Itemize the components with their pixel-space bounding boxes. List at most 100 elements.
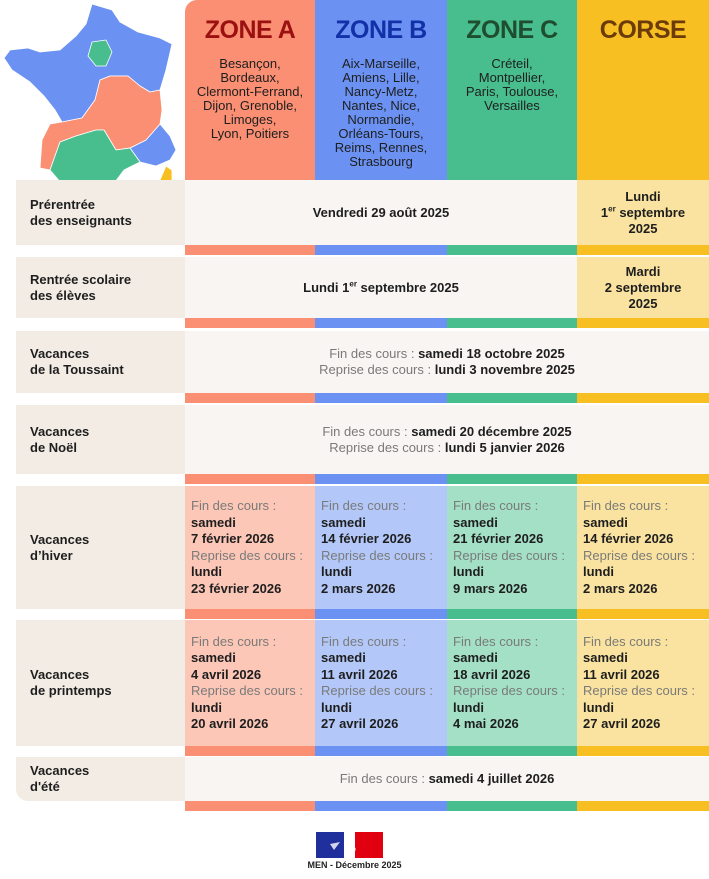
zone-stripe-b (315, 318, 447, 328)
row-label-line: Vacances (30, 423, 90, 439)
zone-stripe-corse (577, 801, 709, 811)
date-cell-all-zones: Fin des cours : samedi 20 décembre 2025 R… (185, 405, 709, 474)
academy-name: Reims, Rennes, (334, 140, 428, 155)
row-label: Rentrée scolaire des élèves (16, 257, 185, 318)
academy-name: Clermont-Ferrand, (196, 84, 304, 99)
zone-stripe-b (315, 393, 447, 403)
row-label: Vacances de la Toussaint (16, 331, 185, 393)
date-line: 14 février 2026 (321, 531, 412, 546)
date-line: Fin des cours : (583, 498, 669, 513)
row-label-line: de la Toussaint (30, 362, 124, 377)
date-text: 1er septembre (600, 204, 686, 220)
academy-name: Lyon, Poitiers (210, 126, 290, 141)
academy-name: Nantes, Nice, (341, 98, 421, 113)
date-line: Fin des cours : (583, 633, 669, 649)
date-line: 4 avril 2026 (191, 666, 262, 682)
zone-stripe-a (185, 474, 315, 484)
date-key: Reprise des cours : (329, 439, 445, 455)
date-value: samedi 18 octobre 2025 (418, 346, 565, 361)
france-map (0, 0, 185, 200)
row-label: Vacances d'été (16, 757, 185, 801)
row-label: Vacances de printemps (16, 620, 185, 746)
date-line: Fin des cours : (191, 633, 277, 649)
academy-name: Bordeaux, (220, 70, 280, 85)
date-key: Fin des cours : (329, 346, 419, 361)
zone-stripe-a (185, 746, 315, 756)
row-label-line: Rentrée scolaire (30, 271, 132, 287)
zone-stripe-corse (577, 609, 709, 619)
date-line: samedi (583, 650, 628, 665)
zone-title: ZONE A (204, 16, 296, 44)
date-line: samedi (453, 650, 498, 665)
zone-stripe-c (447, 801, 577, 811)
date-line: samedi (453, 514, 498, 530)
row-label-line: Vacances (30, 763, 90, 778)
zone-stripe-b (315, 746, 447, 756)
zone-stripe-b (315, 801, 447, 811)
date-text: 2 septembre (604, 279, 682, 295)
date-line: 2 mars 2026 (583, 580, 658, 596)
academy-name: Montpellier, (478, 70, 546, 85)
academies-list: Besançon, Bordeaux, Clermont-Ferrand, Dijon… (185, 57, 315, 141)
date-line: Reprise des cours : (321, 547, 433, 563)
zone-stripe-corse (577, 245, 709, 255)
date-line: Reprise des cours : (453, 547, 565, 563)
zone-stripe-b (315, 609, 447, 619)
date-cell-zone-c: Fin des cours : samedi 21 février 2026 Repr… (447, 486, 577, 609)
date-line: Reprise des cours : (453, 683, 565, 698)
row-label-line: de printemps (30, 683, 112, 698)
date-line: Fin des cours : (453, 633, 539, 649)
date-cell-corse: Mardi 2 septembre 2025 (577, 257, 709, 318)
date-line: samedi (191, 514, 236, 530)
date-line: lundi (583, 699, 615, 715)
date-line: 7 février 2026 (191, 531, 275, 546)
date-line: samedi (321, 650, 366, 665)
date-line: 14 février 2026 (583, 531, 674, 546)
date-line: 20 avril 2026 (191, 716, 269, 731)
date-line: lundi (453, 564, 485, 579)
zone-stripe-b (315, 245, 447, 255)
zone-stripe-corse (577, 318, 709, 328)
date-cell-zone-corse: Fin des cours : samedi 14 février 2026 Repr… (577, 486, 709, 609)
date-line: 9 mars 2026 (453, 580, 528, 596)
zone-header-corse: CORSE (577, 0, 709, 180)
date-line: 27 avril 2026 (321, 716, 399, 731)
date-cell-zone-a: Fin des cours : samedi 4 avril 2026 Reprise… (185, 620, 315, 746)
academy-name: Aix-Marseille, (341, 56, 420, 71)
academy-name: Orléans-Tours, (338, 126, 424, 141)
date-line: 2 mars 2026 (321, 580, 396, 596)
date-line: 27 avril 2026 (583, 716, 661, 731)
row-label-line: Prérentrée (30, 196, 96, 212)
date-cell-zone-b: Fin des cours : samedi 11 avril 2026 Repris… (315, 620, 447, 746)
date-cell-all-zones: Vendredi 29 août 2025 (185, 180, 577, 245)
date-value: lundi 3 novembre 2025 (434, 362, 575, 377)
date-cell-zone-a: Fin des cours : samedi 7 février 2026 Repri… (185, 486, 315, 609)
zone-stripe-c (447, 474, 577, 484)
date-cell-all-zones: Lundi 1er septembre 2025 (185, 257, 577, 318)
superscript: er (608, 204, 616, 214)
academy-name: Besançon, (219, 56, 281, 71)
date-cell-all-zones: Fin des cours : samedi 4 juillet 2026 (185, 757, 709, 801)
zone-stripe-a (185, 318, 315, 328)
row-label-line: des élèves (30, 287, 96, 303)
zone-title: CORSE (599, 16, 687, 44)
date-line: lundi (583, 564, 615, 579)
date-line: Reprise des cours : lundi 3 novembre 202… (319, 362, 575, 378)
date-line: Reprise des cours : (583, 683, 695, 698)
date-line: Reprise des cours : (191, 683, 303, 698)
zone-stripe-c (447, 746, 577, 756)
zone-c-south (49, 129, 141, 191)
date-cell-zone-c: Fin des cours : samedi 18 avril 2026 Repris… (447, 620, 577, 746)
date-line: lundi (191, 564, 223, 579)
date-key: Fin des cours : (339, 771, 429, 786)
date-line: lundi (321, 564, 353, 579)
date-line: Reprise des cours : (583, 547, 695, 563)
date-value: samedi 4 juillet 2026 (428, 771, 555, 786)
date-line: Reprise des cours : (321, 683, 433, 698)
academy-name: Nancy-Metz, (344, 84, 418, 99)
date-line: lundi (321, 699, 353, 715)
date-line: 21 février 2026 (453, 531, 544, 546)
zone-stripe-a (185, 245, 315, 255)
academies-list: Créteil, Montpellier, Paris, Toulouse, Vers… (447, 57, 577, 113)
zone-header-a: ZONE A Besançon, Bordeaux, Clermont-Ferrand… (185, 0, 315, 180)
